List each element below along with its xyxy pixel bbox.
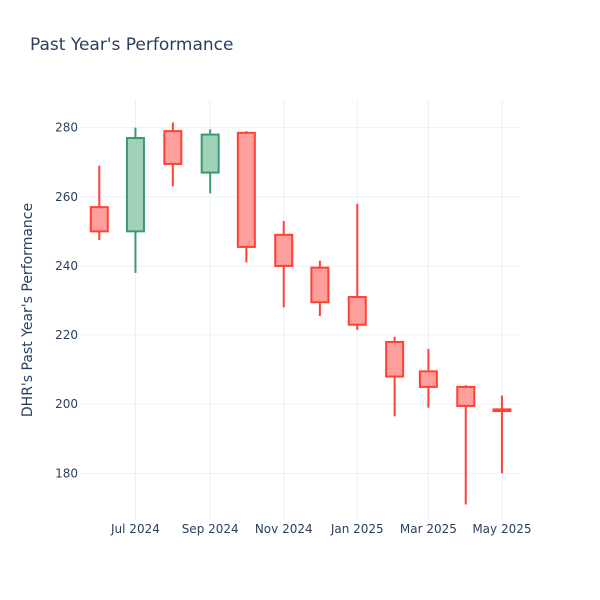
candle-decreasing xyxy=(236,131,256,263)
x-tick-label: Mar 2025 xyxy=(400,522,457,536)
candle-body xyxy=(274,233,294,267)
y-tick-label: 280 xyxy=(55,121,78,135)
candle-body xyxy=(89,206,109,233)
candle-body xyxy=(125,137,145,233)
y-tick-label: 260 xyxy=(55,190,78,204)
grid-layer xyxy=(80,100,520,520)
candle-decreasing xyxy=(418,348,438,408)
candle-body xyxy=(163,130,183,165)
candle-body xyxy=(347,296,367,326)
candle-decreasing xyxy=(163,122,183,187)
candle-layer xyxy=(89,122,512,505)
candle-body xyxy=(310,266,330,304)
x-tick-label: May 2025 xyxy=(472,522,531,536)
x-tick-label: Jul 2024 xyxy=(110,522,160,536)
candle-decreasing xyxy=(89,165,109,240)
y-tick-label: 220 xyxy=(55,328,78,342)
candle-decreasing xyxy=(274,220,294,308)
candle-body xyxy=(200,133,220,174)
x-tick-label: Sep 2024 xyxy=(182,522,239,536)
candle-decreasing xyxy=(456,385,476,505)
y-axis-title: DHR's Past Year's Performance xyxy=(20,203,36,417)
candle-body xyxy=(236,131,256,248)
x-tick-label: Jan 2025 xyxy=(330,522,384,536)
candle-decreasing xyxy=(347,203,367,330)
candle-decreasing xyxy=(492,395,512,474)
y-tick-label: 240 xyxy=(55,259,78,273)
candle-body xyxy=(418,370,438,388)
candle-increasing xyxy=(125,127,145,273)
candle-body xyxy=(456,385,476,407)
y-tick-label: 200 xyxy=(55,397,78,411)
candle-decreasing xyxy=(310,260,330,317)
axis-layer: 180 200 220 240 260 280 Jul 2024 Sep 2024 Nov 20… xyxy=(55,121,531,536)
chart-title: Past Year's Performance xyxy=(30,35,234,55)
x-tick-label: Nov 2024 xyxy=(255,522,313,536)
candle-body xyxy=(385,340,405,378)
candle-decreasing xyxy=(385,336,405,417)
candle-body xyxy=(492,408,512,413)
y-tick-label: 180 xyxy=(55,466,78,480)
candle-increasing xyxy=(200,129,220,194)
